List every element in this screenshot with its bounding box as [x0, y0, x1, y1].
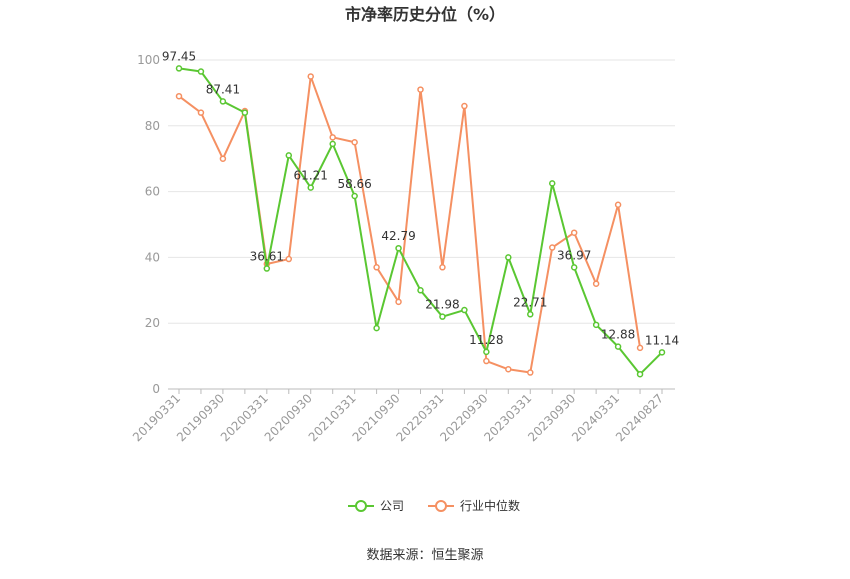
legend-item-0: 公司 [348, 499, 404, 513]
data-label: 36.97 [557, 248, 591, 262]
data-point [439, 264, 446, 271]
data-labels: 97.45 87.41 36.61 61.21 58.66 42.79 21.98 11.28… [162, 49, 679, 347]
grid-lines [168, 59, 675, 324]
data-point [395, 298, 402, 306]
data-point [329, 140, 336, 148]
data-point [461, 306, 468, 314]
data-point [417, 86, 424, 93]
series-line-1 [178, 75, 642, 374]
data-point [329, 134, 336, 141]
data-label: 11.14 [645, 333, 679, 347]
legend-marker [355, 500, 367, 512]
data-point [548, 244, 556, 251]
chart-title: 市净率历史分位（%） [345, 5, 505, 24]
data-point [527, 369, 534, 376]
data-label: 11.28 [469, 333, 503, 347]
data-label: 97.45 [162, 49, 196, 63]
data-point [285, 255, 293, 263]
data-point [417, 287, 424, 294]
data-point [483, 357, 490, 365]
data-label: 61.21 [294, 169, 328, 183]
data-point [373, 264, 380, 271]
legend-label: 行业中位数 [460, 498, 520, 513]
series-line-0 [178, 67, 663, 376]
data-point [351, 139, 358, 146]
data-point [307, 73, 314, 80]
data-point [351, 192, 358, 200]
data-label: 87.41 [206, 82, 240, 96]
data-label: 21.98 [425, 298, 459, 312]
data-point [548, 180, 556, 187]
data-point [527, 311, 534, 318]
data-point [197, 109, 205, 116]
data-point [614, 201, 622, 209]
data-point [439, 313, 446, 320]
data-point [175, 92, 183, 100]
data-point [373, 324, 380, 332]
data-point [461, 102, 468, 110]
legend-item-1: 行业中位数 [428, 498, 520, 513]
axes: 0204060801002019033120190930202003312020… [130, 53, 675, 444]
x-tick-label: 20240827 [613, 391, 666, 444]
data-point [658, 349, 666, 356]
data-label: 42.79 [381, 229, 415, 243]
data-point [570, 229, 578, 236]
data-point [307, 184, 314, 191]
data-point [285, 152, 293, 159]
y-tick-label: 80 [145, 119, 160, 133]
data-label: 22.71 [513, 295, 547, 309]
y-tick-label: 0 [152, 382, 160, 396]
data-point [570, 264, 578, 271]
series-lines [175, 65, 666, 378]
data-point [219, 98, 227, 105]
legend-label: 公司 [380, 499, 404, 513]
data-label: 36.61 [250, 250, 284, 264]
y-tick-label: 40 [145, 250, 160, 264]
data-label: 58.66 [337, 177, 371, 191]
data-point [636, 344, 644, 352]
data-point [592, 280, 600, 287]
source-note: 数据来源：恒生聚源 [366, 548, 483, 563]
data-label: 12.88 [601, 328, 635, 342]
data-point [505, 254, 512, 261]
data-point [263, 265, 271, 272]
data-point [614, 343, 622, 350]
y-tick-label: 100 [137, 53, 160, 67]
data-point [505, 366, 512, 373]
data-point [175, 65, 183, 72]
data-point [241, 109, 249, 116]
y-tick-label: 20 [145, 316, 160, 330]
legend-marker [435, 500, 447, 512]
data-point [219, 155, 227, 162]
data-point [395, 244, 402, 252]
data-point [197, 68, 205, 75]
y-tick-label: 60 [145, 185, 160, 199]
data-point [483, 348, 490, 356]
data-point [636, 370, 644, 378]
legend: 公司 行业中位数 [348, 498, 520, 513]
data-point [592, 321, 600, 329]
